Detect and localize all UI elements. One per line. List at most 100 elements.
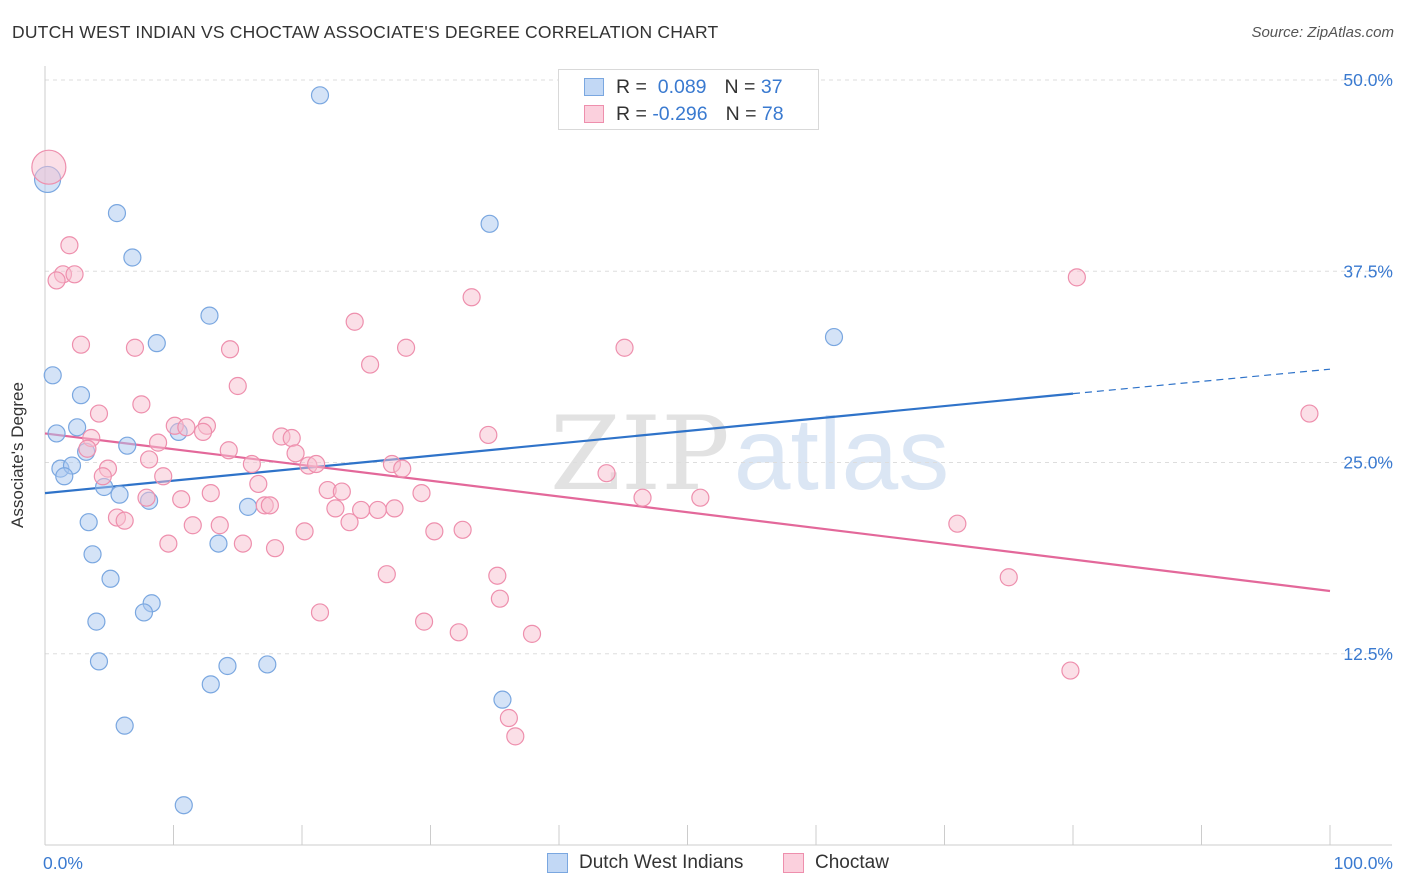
point-choctaw xyxy=(210,516,229,535)
point-dutch-west-indians xyxy=(87,612,106,631)
legend-item-choctaw: Choctaw xyxy=(783,852,889,874)
r-label: R = xyxy=(616,102,647,125)
point-choctaw xyxy=(310,603,330,622)
point-choctaw xyxy=(499,708,518,728)
point-dutch-west-indians xyxy=(68,418,87,437)
point-choctaw xyxy=(326,499,345,518)
point-choctaw xyxy=(201,484,220,503)
n-value: 37 xyxy=(760,75,783,98)
point-choctaw xyxy=(148,433,168,452)
y-tick-label: 37.5% xyxy=(1343,261,1393,281)
point-choctaw xyxy=(633,488,652,507)
point-dutch-west-indians xyxy=(83,545,102,564)
point-choctaw xyxy=(125,338,145,357)
point-choctaw xyxy=(78,439,97,458)
trend-line-extension xyxy=(1072,368,1331,395)
point-choctaw xyxy=(307,454,326,474)
point-choctaw xyxy=(193,422,213,441)
r-value: -0.296 xyxy=(652,102,708,125)
point-choctaw xyxy=(31,149,67,185)
point-dutch-west-indians xyxy=(43,366,62,385)
point-choctaw xyxy=(242,454,261,474)
point-choctaw xyxy=(249,474,268,494)
point-dutch-west-indians xyxy=(101,569,120,588)
point-choctaw xyxy=(286,444,305,463)
point-choctaw xyxy=(265,539,285,558)
point-choctaw xyxy=(295,522,314,541)
point-choctaw xyxy=(159,534,178,553)
legend-row-choctaw: R = -0.296 N = 78 xyxy=(584,102,784,126)
point-choctaw xyxy=(60,236,79,255)
point-choctaw xyxy=(139,450,159,469)
point-choctaw xyxy=(177,418,196,437)
correlation-legend: R = 0.089 N = 37 R = -0.296 N = 78 xyxy=(558,69,819,130)
y-tick-label: 12.5% xyxy=(1343,644,1393,664)
point-choctaw xyxy=(522,624,542,643)
point-dutch-west-indians xyxy=(147,334,166,353)
point-choctaw xyxy=(948,514,967,533)
n-label: N = xyxy=(725,102,757,125)
point-dutch-west-indians xyxy=(310,86,330,105)
tick-labels: 12.5% 25.0% 37.5% 50.0% 0.0% 100.0% xyxy=(43,70,1393,873)
x-tick-label: 100.0% xyxy=(1334,853,1393,873)
point-choctaw xyxy=(377,565,396,584)
point-choctaw xyxy=(345,312,364,331)
point-dutch-west-indians xyxy=(200,306,219,325)
grid-lines xyxy=(45,79,1392,655)
legend-row-dutch-west-indians: R = 0.089 N = 37 xyxy=(584,75,783,99)
point-choctaw xyxy=(220,340,240,359)
point-choctaw xyxy=(71,335,91,354)
point-choctaw xyxy=(425,522,444,541)
y-tick-label: 50.0% xyxy=(1343,70,1393,90)
point-choctaw xyxy=(132,395,151,414)
r-label: R = xyxy=(616,75,647,98)
point-dutch-west-indians xyxy=(238,497,258,516)
trend-lines xyxy=(44,368,1331,593)
legend-swatch-pink xyxy=(783,853,804,873)
point-choctaw xyxy=(449,623,468,642)
n-label: N = xyxy=(724,75,756,98)
chart-title: DUTCH WEST INDIAN VS CHOCTAW ASSOCIATE'S… xyxy=(12,22,719,42)
point-dutch-west-indians xyxy=(134,603,154,622)
legend-label: Dutch West Indians xyxy=(579,852,744,873)
point-dutch-west-indians xyxy=(89,652,109,671)
point-choctaw xyxy=(219,441,238,460)
point-dutch-west-indians xyxy=(123,248,142,267)
point-choctaw xyxy=(615,338,634,357)
point-choctaw xyxy=(488,566,507,585)
point-choctaw xyxy=(115,511,134,530)
point-dutch-west-indians xyxy=(824,327,844,347)
point-choctaw xyxy=(361,355,380,374)
point-dutch-west-indians xyxy=(115,716,134,735)
point-choctaw xyxy=(340,513,359,532)
point-choctaw xyxy=(260,496,279,515)
point-dutch-west-indians xyxy=(480,214,499,233)
point-choctaw xyxy=(93,467,112,486)
point-choctaw xyxy=(183,516,202,535)
point-choctaw xyxy=(233,534,252,553)
point-choctaw xyxy=(999,568,1018,587)
point-dutch-west-indians xyxy=(71,386,91,405)
legend-swatch-blue xyxy=(584,78,604,96)
point-choctaw xyxy=(393,459,412,478)
legend-swatch-blue xyxy=(547,853,568,873)
r-value: 0.089 xyxy=(657,75,707,98)
point-choctaw xyxy=(506,727,525,746)
point-choctaw xyxy=(396,338,416,357)
point-choctaw xyxy=(479,425,498,445)
point-dutch-west-indians xyxy=(107,204,127,223)
point-choctaw xyxy=(1061,661,1080,680)
point-choctaw xyxy=(691,488,710,507)
point-dutch-west-indians xyxy=(493,690,512,709)
point-dutch-west-indians xyxy=(118,436,137,455)
point-dutch-west-indians xyxy=(218,656,237,676)
point-choctaw xyxy=(89,404,109,423)
point-choctaw xyxy=(1067,268,1086,287)
point-choctaw xyxy=(154,467,173,486)
point-choctaw xyxy=(385,499,404,518)
point-choctaw xyxy=(1300,404,1319,423)
point-choctaw xyxy=(414,612,434,631)
point-choctaw xyxy=(172,490,191,509)
point-dutch-west-indians xyxy=(55,467,74,486)
